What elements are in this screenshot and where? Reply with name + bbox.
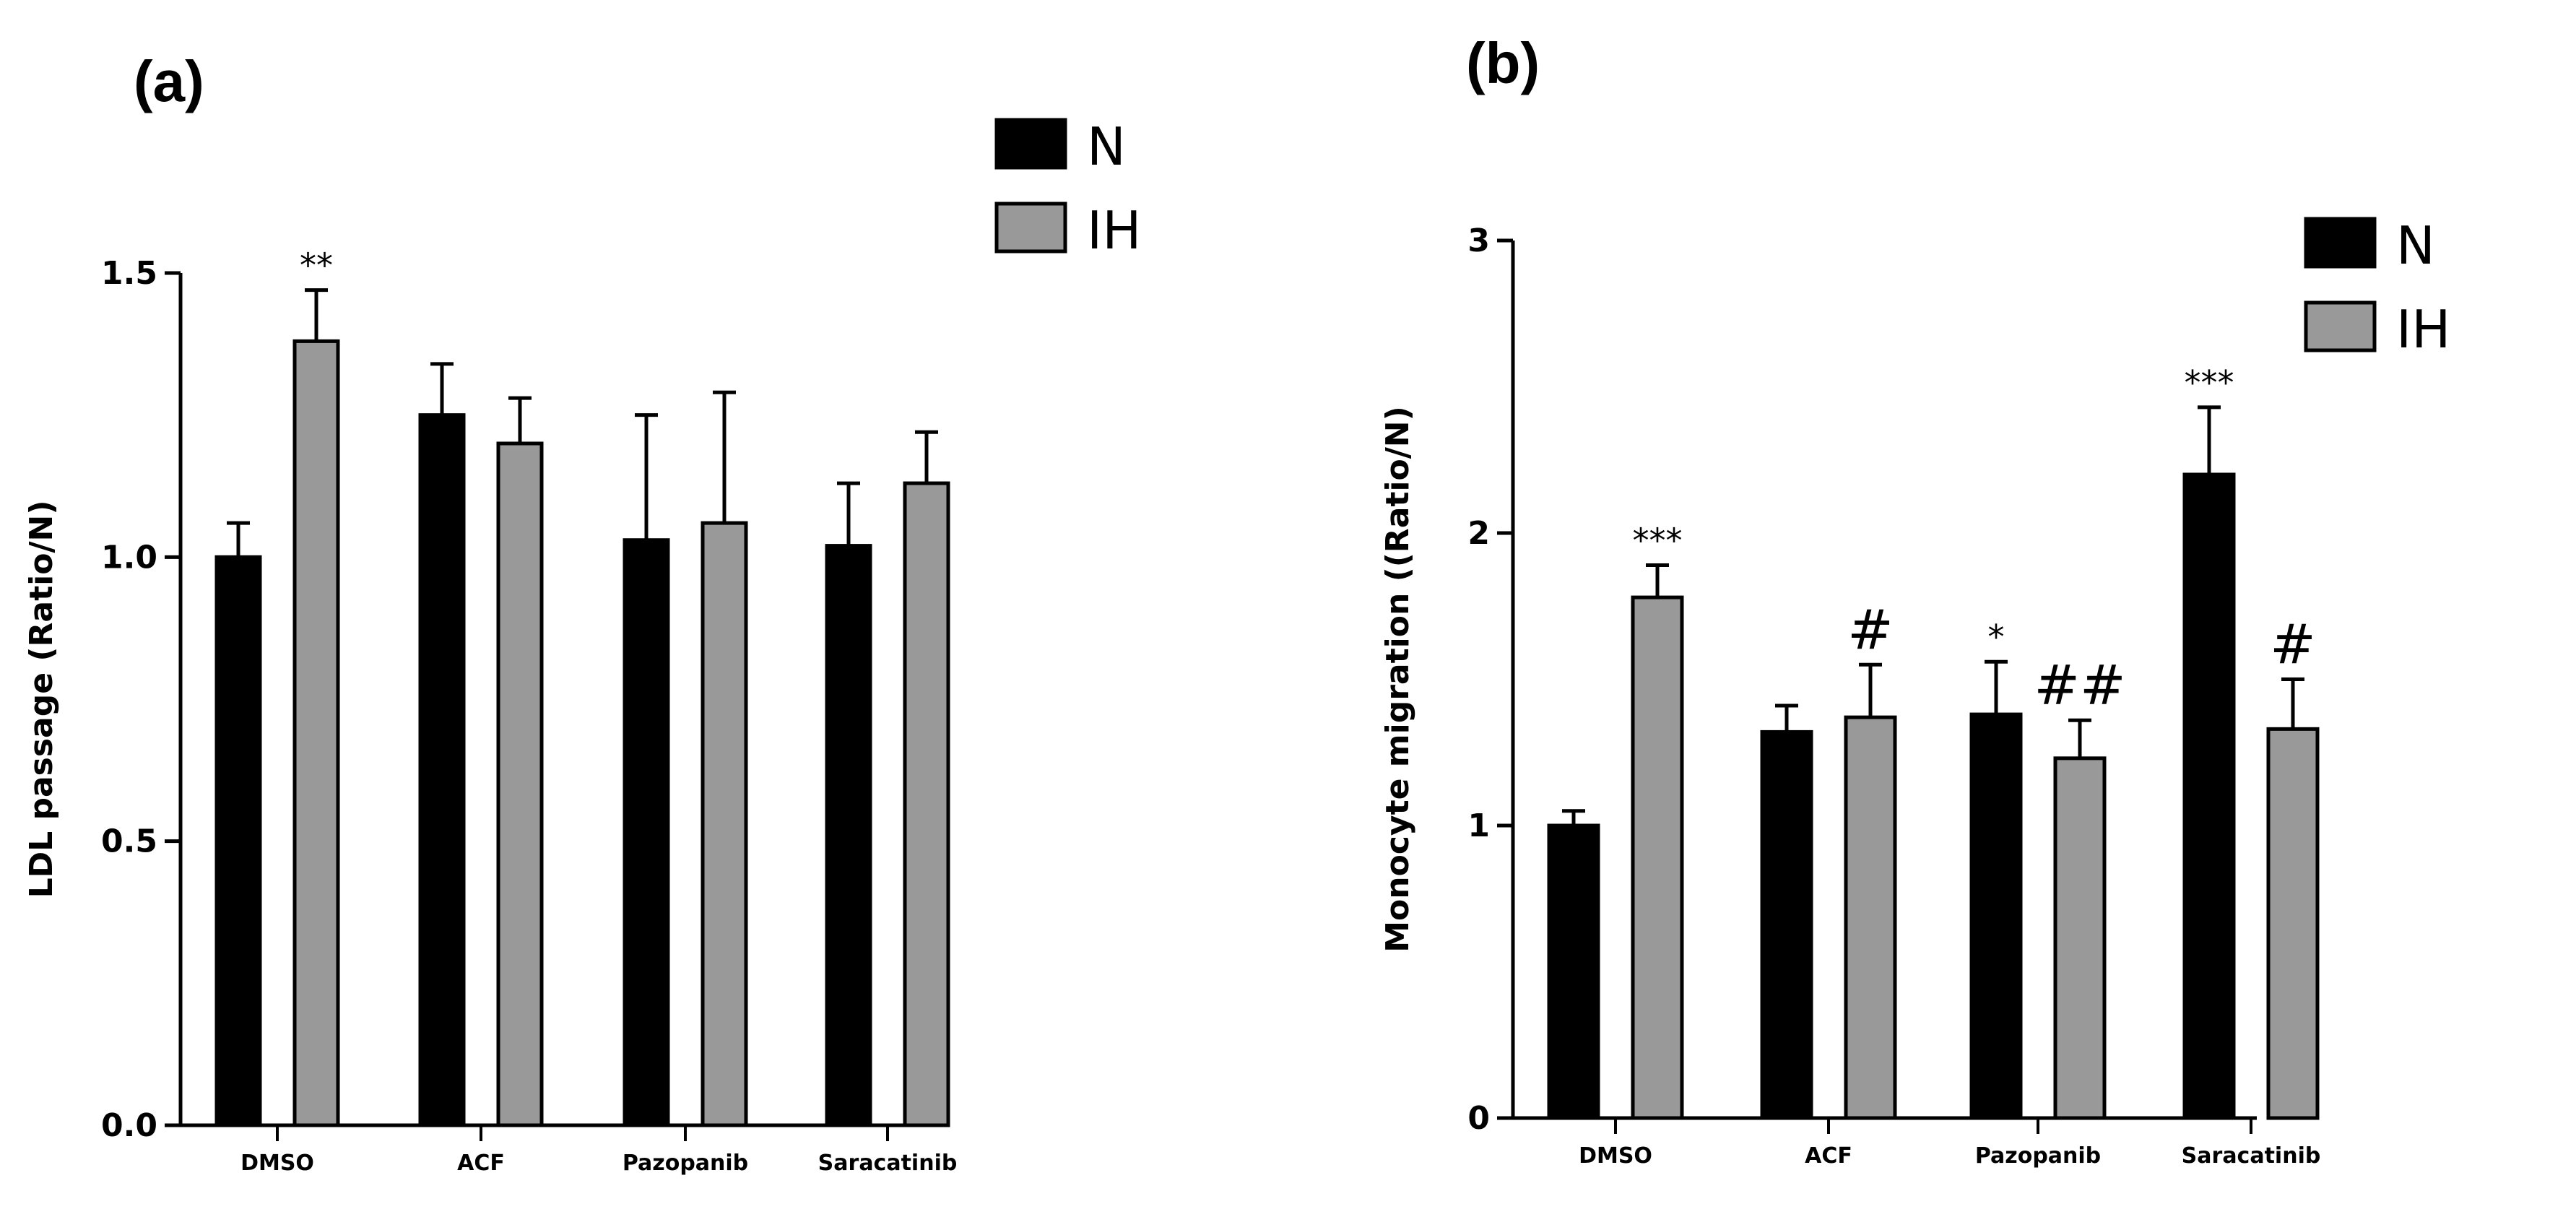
significance-annotation: *** (1633, 521, 1683, 560)
bar-ih-pazopanib (2053, 756, 2107, 1120)
x-tick-label: DMSO (1579, 1143, 1652, 1169)
bar-ih-saracatinib (903, 481, 950, 1127)
y-tick-label: 1 (1467, 807, 1490, 844)
bar-n-pazopanib (1969, 712, 2023, 1120)
significance-annotation: ## (2034, 653, 2125, 717)
bar-n-dmso (214, 555, 262, 1127)
legend-label-ih: IH (2396, 299, 2450, 360)
y-axis-label: LDL passage (Ratio/N) (23, 501, 60, 898)
legend-label-ih: IH (1087, 200, 1141, 261)
y-tick-label: 0.0 (101, 1107, 157, 1144)
x-tick-label: Saracatinib (818, 1151, 958, 1176)
legend-label-n: N (2396, 215, 2435, 276)
chart-panel-1: (b) Monocyte migration ((Ratio/N) 0 1 2 3 DMSO… (1379, 31, 2450, 1169)
bar-ih-dmso (292, 339, 340, 1127)
significance-annotation: *** (2185, 363, 2234, 402)
significance-annotation: # (2270, 612, 2316, 677)
significance-annotation: * (1988, 618, 2005, 657)
chart-panel-0: (a) LDL passage (Ratio/N) 0.0 0.5 1.0 1.5 DMSO… (23, 49, 1141, 1176)
x-tick-label: Pazopanib (1975, 1143, 2101, 1169)
bar-ih-acf (496, 441, 544, 1127)
bar-n-saracatinib (825, 544, 872, 1127)
bar-n-acf (418, 413, 466, 1127)
bar-ih-dmso (1631, 595, 1684, 1120)
legend-swatch-n (994, 118, 1067, 170)
y-axis-label: Monocyte migration ((Ratio/N) (1379, 406, 1416, 952)
significance-annotation: ** (300, 246, 333, 285)
bar-n-saracatinib (2182, 472, 2236, 1120)
x-tick-label: DMSO (240, 1151, 314, 1176)
bar-n-pazopanib (623, 538, 670, 1127)
legend-label-n: N (1087, 116, 1126, 177)
bar-ih-pazopanib (701, 521, 748, 1127)
legend-swatch-ih (2304, 300, 2377, 352)
x-tick-label: ACF (457, 1151, 505, 1176)
x-tick-label: Saracatinib (2182, 1143, 2321, 1169)
bar-ih-acf (1844, 715, 1897, 1120)
y-tick-label: 0.5 (101, 823, 157, 860)
y-tick-label: 1.0 (101, 539, 157, 576)
legend-swatch-n (2304, 217, 2377, 269)
bar-ih-saracatinib (2266, 727, 2320, 1120)
bar-n-acf (1760, 729, 1813, 1120)
y-tick-label: 0 (1467, 1100, 1490, 1137)
y-tick-label: 3 (1467, 222, 1490, 259)
y-tick-label: 1.5 (101, 255, 157, 292)
bar-n-dmso (1547, 823, 1600, 1120)
y-tick-label: 2 (1467, 515, 1490, 552)
panel-label: (a) (134, 49, 204, 113)
panel-label: (b) (1466, 31, 1540, 95)
legend-swatch-ih (994, 202, 1067, 254)
significance-annotation: # (1847, 597, 1894, 662)
x-tick-label: ACF (1805, 1143, 1852, 1169)
x-tick-label: Pazopanib (623, 1151, 748, 1176)
